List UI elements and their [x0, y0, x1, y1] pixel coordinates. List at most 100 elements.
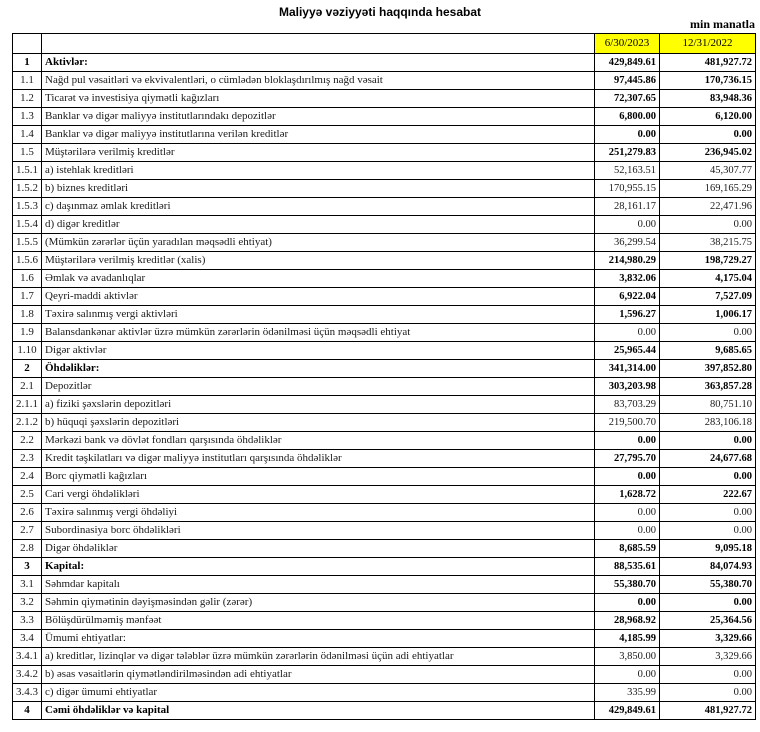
table-row: 1.8 Təxirə salınmış vergi aktivləri 1,596.… [12, 305, 756, 324]
row-value-2023: 0.00 [594, 665, 660, 684]
table-row: 1.2 Ticarət və investisiya qiymətli kağız… [12, 89, 756, 108]
row-value-2022: 45,307.77 [659, 161, 756, 180]
balance-sheet-table: 6/30/2023 12/31/2022 1 Aktivlər: 429,849.6… [12, 33, 756, 720]
header-date-2022: 12/31/2022 [659, 33, 756, 54]
unit-note: min manatla [689, 17, 755, 31]
row-label: Borc qiymətli kağızları [41, 467, 595, 486]
row-label: Səhmin qiymətinin dəyişməsindən gəlir (z… [41, 593, 595, 612]
row-value-2023: 341,314.00 [594, 359, 660, 378]
row-value-2023: 429,849.61 [594, 53, 660, 72]
row-value-2023: 0.00 [594, 125, 660, 144]
table-row: 3.3 Bölüşdürülməmiş mənfəət 28,968.92 25,36… [12, 611, 756, 630]
table-row: 1.3 Banklar və digər maliyyə institutları… [12, 107, 756, 126]
row-value-2023: 335.99 [594, 683, 660, 702]
page-title: Maliyyə vəziyyəti haqqında hesabat [278, 5, 482, 19]
row-value-2023: 214,980.29 [594, 251, 660, 270]
row-number: 3.2 [12, 593, 42, 612]
row-value-2022: 1,006.17 [659, 305, 756, 324]
header-label-cell [41, 33, 595, 54]
row-value-2023: 1,596.27 [594, 305, 660, 324]
row-value-2023: 36,299.54 [594, 233, 660, 252]
row-value-2023: 52,163.51 [594, 161, 660, 180]
table-row: 2.8 Digər öhdəliklər 8,685.59 9,095.18 [12, 539, 756, 558]
row-label: Subordinasiya borc öhdəlikləri [41, 521, 595, 540]
row-value-2023: 429,849.61 [594, 701, 660, 720]
row-label: Müştərilərə verilmiş kreditlər (xalis) [41, 251, 595, 270]
row-label: Bölüşdürülməmiş mənfəət [41, 611, 595, 630]
row-value-2022: 4,175.04 [659, 269, 756, 288]
row-label: Aktivlər: [41, 53, 595, 72]
row-number: 2.1 [12, 377, 42, 396]
row-value-2022: 0.00 [659, 323, 756, 342]
row-value-2023: 25,965.44 [594, 341, 660, 360]
row-value-2022: 0.00 [659, 125, 756, 144]
row-value-2023: 3,850.00 [594, 647, 660, 666]
row-number: 2.8 [12, 539, 42, 558]
row-number: 1.6 [12, 269, 42, 288]
row-value-2023: 0.00 [594, 593, 660, 612]
row-number: 1.8 [12, 305, 42, 324]
row-label: Mərkəzi bank və dövlət fondları qarşısın… [41, 431, 595, 450]
row-value-2022: 283,106.18 [659, 413, 756, 432]
row-number: 1.2 [12, 89, 42, 108]
row-label: c) daşınmaz əmlak kreditləri [41, 197, 595, 216]
table-row: 2.3 Kredit təşkilatları və digər maliyyə … [12, 449, 756, 468]
row-label: a) istehlak kreditləri [41, 161, 595, 180]
table-row: 1 Aktivlər: 429,849.61 481,927.72 [12, 53, 756, 72]
row-value-2022: 7,527.09 [659, 287, 756, 306]
row-number: 2 [12, 359, 42, 378]
row-label: Cəmi öhdəliklər və kapital [41, 701, 595, 720]
row-number: 1.10 [12, 341, 42, 360]
row-number: 1 [12, 53, 42, 72]
row-number: 2.6 [12, 503, 42, 522]
row-value-2022: 9,685.65 [659, 341, 756, 360]
row-value-2022: 0.00 [659, 683, 756, 702]
table-row: 1.7 Qeyri-maddi aktivlər 6,922.04 7,527.09 [12, 287, 756, 306]
table-header-row: 6/30/2023 12/31/2022 [12, 33, 756, 54]
row-value-2022: 0.00 [659, 521, 756, 540]
row-number: 2.4 [12, 467, 42, 486]
table-row: 2.1 Depozitlər 303,203.98 363,857.28 [12, 377, 756, 396]
row-label: Digər aktivlər [41, 341, 595, 360]
row-value-2023: 170,955.15 [594, 179, 660, 198]
row-label: Nağd pul vəsaitləri və ekvivalentləri, o… [41, 71, 595, 90]
row-value-2023: 27,795.70 [594, 449, 660, 468]
table-row: 2 Öhdəliklər: 341,314.00 397,852.80 [12, 359, 756, 378]
table-row: 2.1.1 a) fiziki şəxslərin depozitləri 83,7… [12, 395, 756, 414]
row-label: b) əsas vəsaitlərin qiymətləndirilməsind… [41, 665, 595, 684]
row-value-2023: 0.00 [594, 215, 660, 234]
table-row: 3.4.1 a) kreditlər, lizinqlər və digər tə… [12, 647, 756, 666]
row-value-2023: 6,800.00 [594, 107, 660, 126]
row-value-2022: 22,471.96 [659, 197, 756, 216]
row-label: Balansdankənar aktivlər üzrə mümkün zərə… [41, 323, 595, 342]
row-value-2022: 170,736.15 [659, 71, 756, 90]
table-row: 2.5 Cari vergi öhdəlikləri 1,628.72 222.67 [12, 485, 756, 504]
row-value-2022: 0.00 [659, 593, 756, 612]
row-label: a) kreditlər, lizinqlər və digər tələblə… [41, 647, 595, 666]
table-row: 3.4.2 b) əsas vəsaitlərin qiymətləndirilm… [12, 665, 756, 684]
row-value-2023: 88,535.61 [594, 557, 660, 576]
row-value-2023: 72,307.65 [594, 89, 660, 108]
row-value-2023: 1,628.72 [594, 485, 660, 504]
row-value-2023: 0.00 [594, 431, 660, 450]
row-value-2022: 0.00 [659, 503, 756, 522]
row-value-2022: 169,165.29 [659, 179, 756, 198]
row-value-2022: 55,380.70 [659, 575, 756, 594]
table-row: 1.6 Əmlak və avadanlıqlar 3,832.06 4,175.04 [12, 269, 756, 288]
row-label: Kredit təşkilatları və digər maliyyə ins… [41, 449, 595, 468]
row-value-2022: 397,852.80 [659, 359, 756, 378]
row-value-2022: 0.00 [659, 665, 756, 684]
row-number: 2.1.1 [12, 395, 42, 414]
row-label: Cari vergi öhdəlikləri [41, 485, 595, 504]
header-date-2023: 6/30/2023 [594, 33, 660, 54]
row-number: 2.2 [12, 431, 42, 450]
row-value-2022: 363,857.28 [659, 377, 756, 396]
table-row: 4 Cəmi öhdəliklər və kapital 429,849.61 481… [12, 701, 756, 720]
row-value-2023: 28,968.92 [594, 611, 660, 630]
row-label: Banklar və digər maliyyə institutlarında… [41, 107, 595, 126]
row-label: Ticarət və investisiya qiymətli kağızlar… [41, 89, 595, 108]
row-value-2023: 219,500.70 [594, 413, 660, 432]
row-label: d) digər kreditlər [41, 215, 595, 234]
row-value-2022: 3,329.66 [659, 647, 756, 666]
row-value-2022: 80,751.10 [659, 395, 756, 414]
